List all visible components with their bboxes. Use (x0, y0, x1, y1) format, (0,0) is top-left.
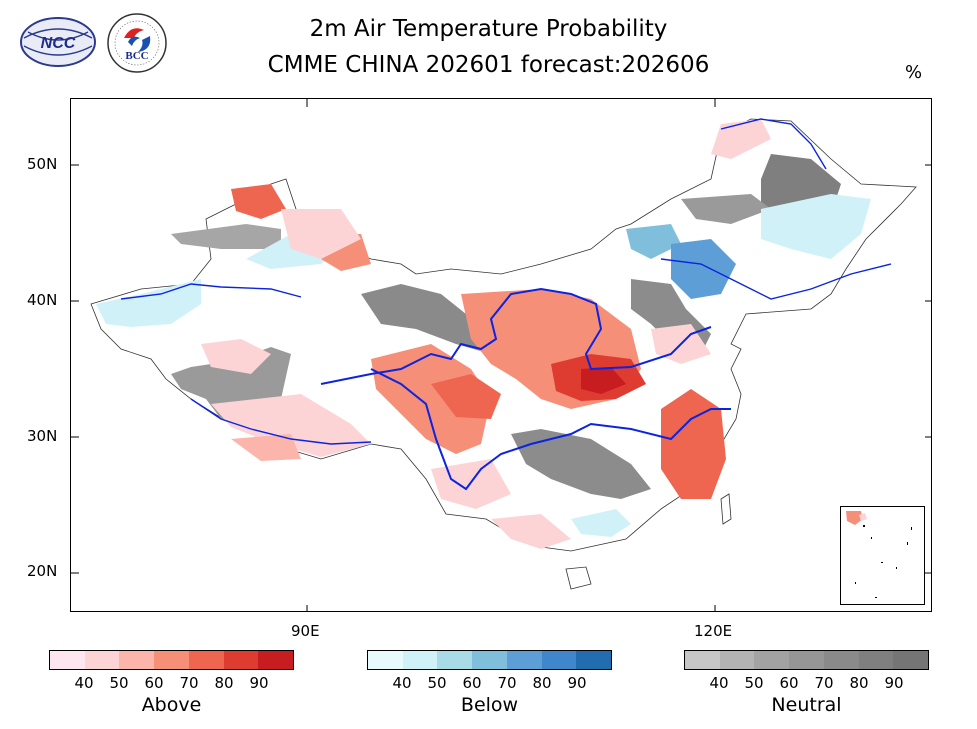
legend-below: 40 50 60 70 80 90 Below (367, 650, 612, 716)
lat-label: 20N (27, 562, 58, 580)
legend-swatch (84, 651, 120, 669)
legend-tick-label: 60 (779, 674, 799, 692)
yellow-river (320, 287, 712, 385)
legend-tick-label: 90 (567, 674, 587, 692)
above-area (201, 339, 271, 374)
legend-swatch (223, 651, 259, 669)
legend-colorbar (367, 650, 612, 670)
river (120, 118, 892, 445)
neutral-area (511, 429, 651, 499)
legend-above: 40 50 60 70 80 90 Above (49, 650, 294, 716)
lat-label: 30N (27, 427, 58, 445)
legend-swatch (754, 651, 790, 669)
legend-swatch (154, 651, 189, 669)
legend-title: Above (141, 694, 202, 716)
legend-neutral: 40 50 60 70 80 90 Neutral (684, 650, 929, 716)
axis-ticks (71, 99, 931, 611)
yangtze-river (370, 368, 731, 491)
lat-label: 40N (27, 291, 58, 309)
legend-tick-label: 40 (74, 674, 94, 692)
legend-colorbar (684, 650, 929, 670)
legend-swatch (50, 651, 85, 669)
above-area (661, 389, 726, 499)
above-area (211, 394, 371, 457)
legend-colorbar (49, 650, 294, 670)
lon-label: 120E (694, 622, 733, 640)
ncc-logo: NCC (18, 14, 98, 68)
legend-tick-label: 80 (849, 674, 869, 692)
legend-tick-label: 50 (744, 674, 764, 692)
ncc-logo-text: NCC (41, 35, 76, 52)
above-area (231, 434, 301, 461)
legend-tick-label: 70 (179, 674, 199, 692)
legend-tick-label: 70 (814, 674, 834, 692)
above-area (711, 119, 771, 159)
legend-swatch (893, 651, 929, 669)
legend-title: Below (460, 694, 519, 716)
legend-swatch (472, 651, 507, 669)
bcc-logo-text: BCC (125, 50, 148, 62)
bcc-logo: BCC (106, 12, 168, 74)
legend-tick-label: 80 (214, 674, 234, 692)
legend-tick-label: 40 (709, 674, 729, 692)
legend-ticks: 40 50 60 70 80 90 (367, 674, 612, 692)
legend-tick-label: 90 (884, 674, 904, 692)
legend-swatch (188, 651, 224, 669)
legend-swatch (506, 651, 542, 669)
legend-swatch (119, 651, 155, 669)
legend-tick-label: 60 (462, 674, 482, 692)
legend-tick-label: 50 (109, 674, 129, 692)
legend-swatch (437, 651, 473, 669)
legend-tick-label: 50 (427, 674, 447, 692)
hainan-island (565, 566, 592, 590)
legend-swatch (685, 651, 720, 669)
legend-ticks: 40 50 60 70 80 90 (49, 674, 294, 692)
below-area (571, 509, 631, 537)
above-area (581, 367, 626, 394)
taiwan-island (720, 493, 732, 525)
below-area (96, 279, 201, 327)
lon-label: 90E (291, 622, 320, 640)
above-area (281, 209, 361, 259)
legend-tick-label: 70 (497, 674, 517, 692)
lat-label: 50N (27, 155, 58, 173)
legend-tick-label: 90 (249, 674, 269, 692)
legend-title: Neutral (771, 694, 842, 716)
legend-tick-label: 40 (392, 674, 412, 692)
neutral-area (681, 194, 771, 224)
neutral-area (171, 224, 281, 249)
map-title-line-1: 2m Air Temperature Probability (309, 16, 668, 42)
south-china-sea-inset (840, 506, 925, 605)
probability-map (70, 98, 932, 612)
legend-tick-label: 80 (532, 674, 552, 692)
map-title-line-2: CMME CHINA 202601 forecast:202606 (267, 52, 710, 78)
above-area (491, 514, 571, 549)
above-area (431, 374, 501, 419)
legend-swatch (368, 651, 403, 669)
legend-swatch (823, 651, 859, 669)
neutral-area (361, 284, 501, 354)
legend-tick-label: 60 (144, 674, 164, 692)
legend-swatch (402, 651, 438, 669)
legend-swatch (719, 651, 755, 669)
below-area (671, 239, 736, 299)
below-area (761, 194, 871, 259)
above-area (371, 344, 491, 454)
above-area (231, 184, 286, 219)
legend-swatch (789, 651, 824, 669)
legend-ticks: 40 50 60 70 80 90 (684, 674, 929, 692)
legend-swatch (858, 651, 894, 669)
unit-label: % (905, 62, 923, 83)
legend-swatch (258, 651, 294, 669)
legend-swatch (576, 651, 612, 669)
below-area (626, 224, 681, 259)
legend-swatch (541, 651, 577, 669)
map-canvas (71, 99, 931, 611)
